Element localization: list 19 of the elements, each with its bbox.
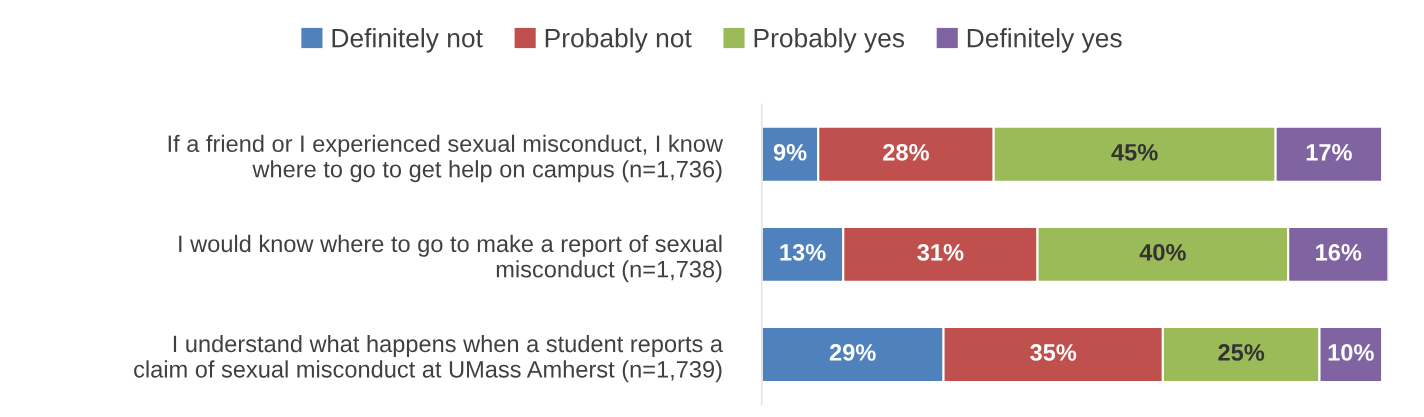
data-label: 10%: [1328, 344, 1374, 361]
y-tick-label: I would know where to go to make a report of sexual misconduct (n=1,738): [179, 234, 722, 283]
y-tick-label: I understand what happens when a student reports a claim of sexual misconduct at UMass Amherst (n=1,739): [134, 334, 723, 383]
y-tick-label: If a friend or I experienced sexual misconduct, I know where to go to get help on campus (n=1,736): [168, 134, 724, 183]
data-label: 40%: [1139, 243, 1186, 261]
data-label: 31%: [917, 243, 964, 261]
legend-label: Definitely not: [332, 28, 483, 53]
legend-label: Probably yes: [754, 28, 905, 53]
data-label: 25%: [1218, 344, 1265, 361]
data-label: 35%: [1030, 344, 1077, 361]
data-label: 45%: [1111, 143, 1158, 161]
data-label: 17%: [1306, 143, 1352, 161]
data-label: 13%: [780, 243, 826, 261]
data-label: 28%: [883, 143, 929, 161]
data-label: 16%: [1316, 243, 1362, 261]
legend-label: Probably not: [545, 28, 692, 53]
legend-label: Definitely yes: [967, 28, 1122, 53]
data-label: 9%: [773, 143, 807, 161]
data-label: 29%: [829, 344, 876, 361]
